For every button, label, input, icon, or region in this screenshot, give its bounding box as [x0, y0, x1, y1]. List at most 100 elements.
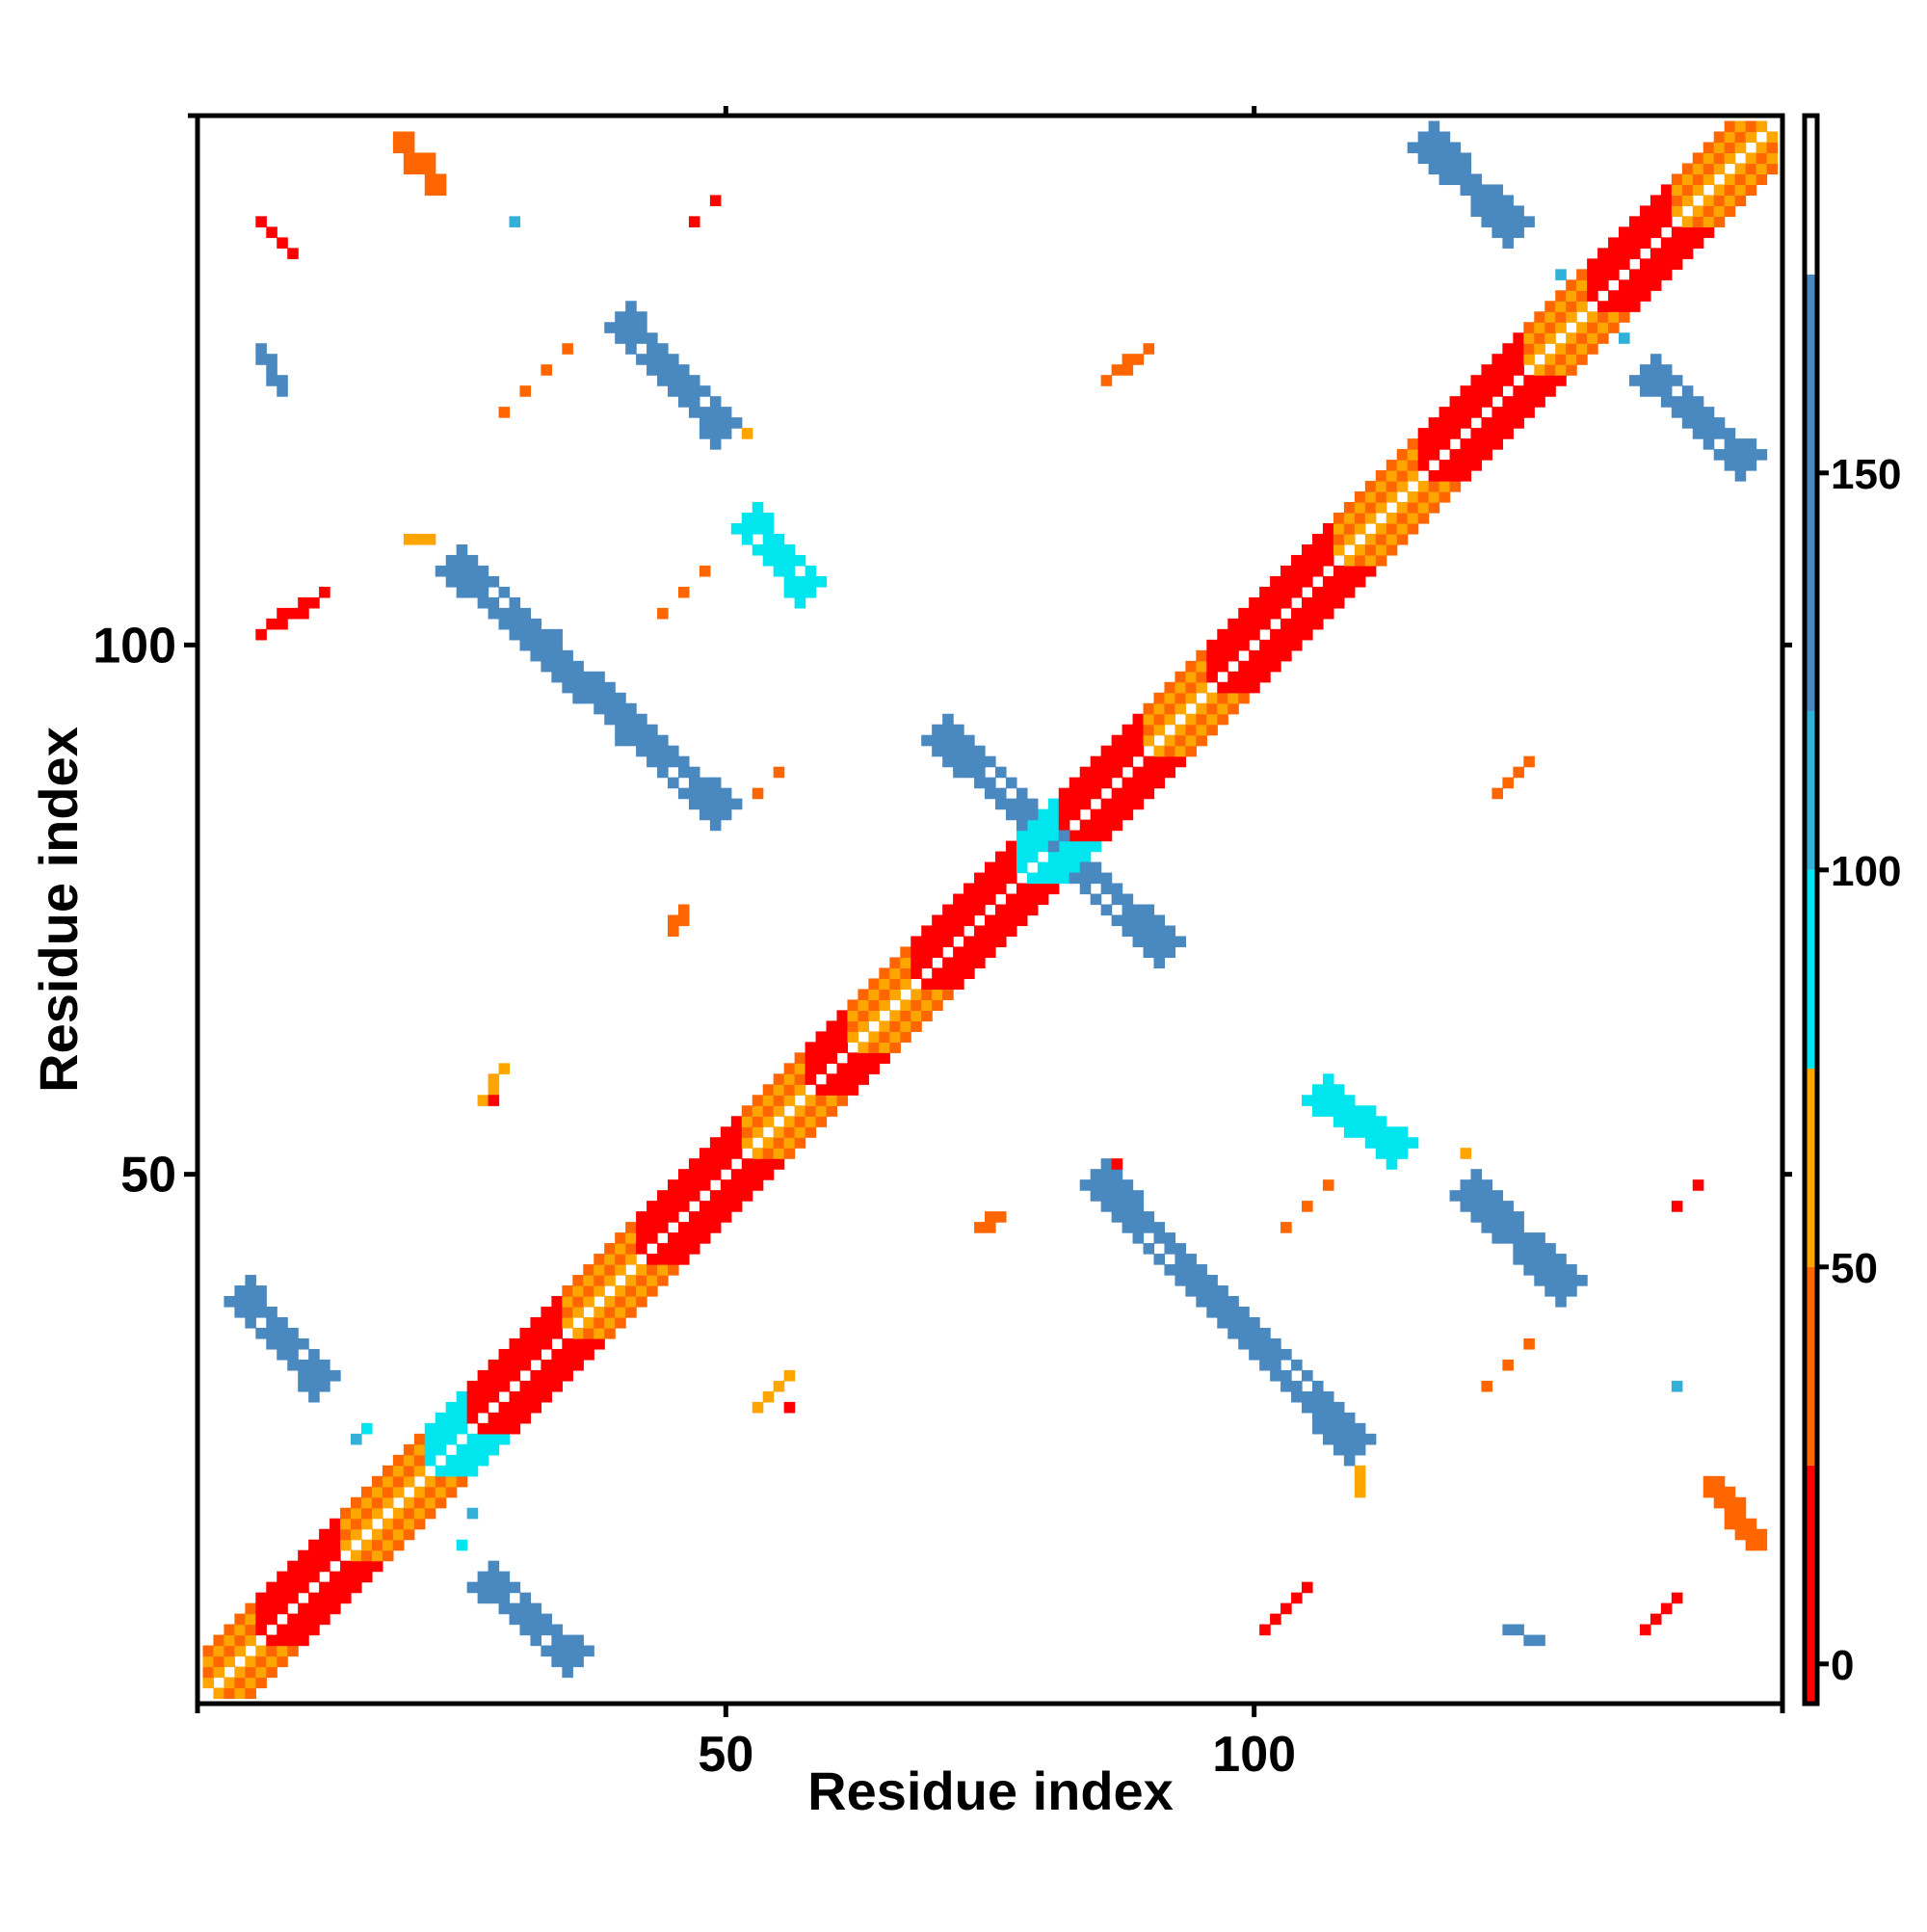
heatmap-cell [752, 1105, 764, 1117]
heatmap-cell [530, 1316, 542, 1329]
heatmap-cell [1058, 872, 1070, 885]
heatmap-cell [604, 1327, 616, 1339]
heatmap-cell [1619, 311, 1630, 323]
heatmap-cell [530, 618, 542, 630]
heatmap-cell [794, 586, 806, 598]
heatmap-cell [1481, 375, 1493, 386]
heatmap-cell [1333, 1443, 1345, 1456]
heatmap-cell [562, 1316, 573, 1329]
heatmap-cell [942, 914, 954, 927]
heatmap-cell [1217, 681, 1228, 694]
heatmap-cell [1639, 216, 1651, 227]
heatmap-cell [762, 1148, 775, 1159]
heatmap-cell [1175, 724, 1186, 736]
heatmap-cell [551, 1359, 563, 1371]
heatmap-cell [1259, 1624, 1271, 1636]
heatmap-cell [921, 957, 933, 969]
heatmap-cell [1650, 248, 1662, 259]
heatmap-cell [932, 914, 943, 927]
heatmap-cell [1249, 681, 1260, 694]
heatmap-cell [1534, 1634, 1545, 1647]
heatmap-cell [1724, 1486, 1736, 1498]
heatmap-cell [1206, 713, 1218, 726]
heatmap-cell [1703, 1486, 1715, 1498]
heatmap-cell [900, 1010, 911, 1021]
heatmap-cell [1291, 628, 1303, 641]
heatmap-cell [1386, 543, 1398, 556]
heatmap-cell [1153, 777, 1166, 789]
heatmap-cell [1016, 914, 1028, 927]
heatmap-cell [308, 1602, 320, 1615]
heatmap-cell [1619, 258, 1630, 270]
heatmap-cell [1396, 1148, 1409, 1159]
heatmap-cell [636, 1296, 647, 1308]
heatmap-cell [1322, 607, 1334, 620]
heatmap-cell [699, 1179, 711, 1191]
heatmap-cell [889, 967, 901, 980]
heatmap-cell [1745, 163, 1757, 175]
heatmap-cell [1185, 692, 1197, 704]
heatmap-cell [1671, 184, 1683, 196]
heatmap-cell [709, 777, 722, 789]
heatmap-cell [1302, 554, 1313, 567]
heatmap-cell [498, 1592, 511, 1604]
heatmap-cell [1681, 396, 1694, 408]
heatmap-cell [953, 914, 964, 927]
heatmap-cell [1259, 1327, 1271, 1339]
heatmap-cell [900, 957, 911, 969]
heatmap-cell [847, 1031, 859, 1043]
heatmap-cell [245, 1677, 256, 1689]
heatmap-cell [657, 1201, 669, 1212]
heatmap-cell [1597, 279, 1609, 291]
heatmap-cell [1523, 354, 1535, 365]
heatmap-cell [677, 396, 690, 408]
heatmap-cell [1481, 1222, 1493, 1233]
heatmap-cell [498, 1369, 511, 1382]
heatmap-cell [1639, 237, 1651, 249]
heatmap-cell [1724, 131, 1736, 144]
heatmap-cell [1502, 237, 1514, 249]
heatmap-cell [826, 1052, 838, 1064]
heatmap-cell [488, 1084, 500, 1096]
heatmap-cell [245, 1285, 256, 1297]
heatmap-cell [1755, 1539, 1768, 1551]
heatmap-cell [1100, 1169, 1113, 1180]
heatmap-cell [213, 1687, 225, 1700]
heatmap-cell [509, 1369, 521, 1382]
heatmap-cell [572, 1655, 584, 1668]
heatmap-cell [1175, 671, 1186, 683]
heatmap-cell [1333, 575, 1345, 588]
heatmap-cell [541, 1645, 552, 1657]
heatmap-cell [594, 1307, 605, 1318]
heatmap-cell [1481, 1211, 1493, 1223]
heatmap-cell [752, 1148, 764, 1159]
heatmap-cell [985, 925, 996, 938]
heatmap-cell [1270, 649, 1281, 662]
heatmap-cell [1132, 798, 1145, 810]
heatmap-cell [509, 1348, 521, 1361]
heatmap-cell [1428, 131, 1440, 144]
heatmap-cell [1280, 1222, 1292, 1233]
heatmap-cell [583, 1316, 594, 1329]
heatmap-cell [720, 1179, 732, 1191]
heatmap-cell [1386, 1158, 1398, 1170]
heatmap-cell [466, 1412, 479, 1424]
heatmap-cell [1608, 301, 1620, 312]
heatmap-cell [1122, 745, 1134, 757]
heatmap-cell [699, 1201, 711, 1212]
heatmap-cell [266, 226, 277, 238]
heatmap-cell [1628, 279, 1641, 291]
heatmap-cell [266, 1592, 277, 1604]
heatmap-cell [1544, 311, 1556, 323]
heatmap-cell [932, 936, 943, 948]
heatmap-cell [1470, 428, 1483, 439]
heatmap-cell [1153, 755, 1166, 768]
heatmap-cell [1132, 1222, 1145, 1233]
heatmap-cell [709, 428, 722, 439]
heatmap-cell [1364, 1105, 1377, 1117]
heatmap-cell [1270, 596, 1281, 609]
heatmap-cell [1576, 290, 1588, 302]
heatmap-cell [1069, 798, 1081, 810]
heatmap-cell [858, 1063, 869, 1074]
heatmap-cell [1122, 724, 1134, 736]
